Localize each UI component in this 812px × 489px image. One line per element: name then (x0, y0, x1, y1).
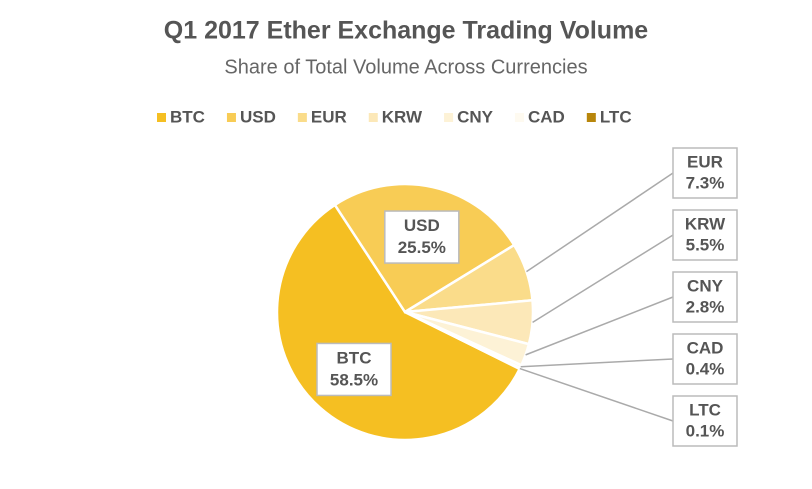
legend-label: EUR (311, 107, 347, 126)
label-box (316, 342, 392, 397)
label-category: LTC (689, 400, 721, 419)
label-box (672, 271, 738, 323)
data-label: 0.1% (686, 421, 725, 440)
labels: BTC 58.5% USD 25.5% EUR 7.3% KRW 5.5% CNY 2.8% CAD… (316, 147, 738, 447)
legend-marker (226, 113, 236, 122)
legend-marker (157, 113, 166, 122)
chart-subtitle: Share of Total Volume Across Currencies (224, 56, 587, 78)
legend-label: USD (240, 107, 276, 126)
chart-title: Q1 2017 Ether Exchange Trading Volume (164, 17, 649, 45)
data-label: 58.5% (330, 370, 378, 389)
leader-line (525, 296, 674, 356)
leader-line (532, 234, 674, 323)
legend-marker (297, 113, 307, 122)
legend-label: CAD (528, 107, 565, 126)
data-label: 2.8% (686, 297, 725, 316)
data-label: 0.4% (686, 359, 725, 378)
legend-marker (586, 113, 596, 122)
label-category: CAD (687, 338, 724, 357)
label-category: KRW (685, 214, 726, 233)
label-category: USD (404, 216, 440, 235)
legend: BTC USD EUR KRW CNY CAD LTC (157, 107, 632, 126)
leader-line (520, 358, 674, 368)
legend-label: KRW (382, 107, 423, 126)
legend-marker (368, 113, 378, 122)
label-box (672, 395, 738, 447)
data-label: 25.5% (398, 238, 446, 257)
legend-label: CNY (457, 107, 494, 126)
label-box (384, 210, 460, 264)
label-category: CNY (687, 276, 724, 295)
leader-line (519, 367, 674, 422)
legend-marker (514, 113, 524, 122)
data-label: 5.5% (686, 235, 725, 254)
legend-label: LTC (600, 107, 632, 126)
label-box (672, 333, 738, 385)
legend-marker (444, 113, 454, 122)
legend-label: BTC (170, 107, 205, 126)
label-box (672, 209, 738, 261)
leader-line (526, 172, 674, 273)
label-category: BTC (337, 349, 372, 368)
data-label: 7.3% (686, 173, 725, 192)
label-category: EUR (687, 152, 723, 171)
label-box (672, 147, 738, 199)
